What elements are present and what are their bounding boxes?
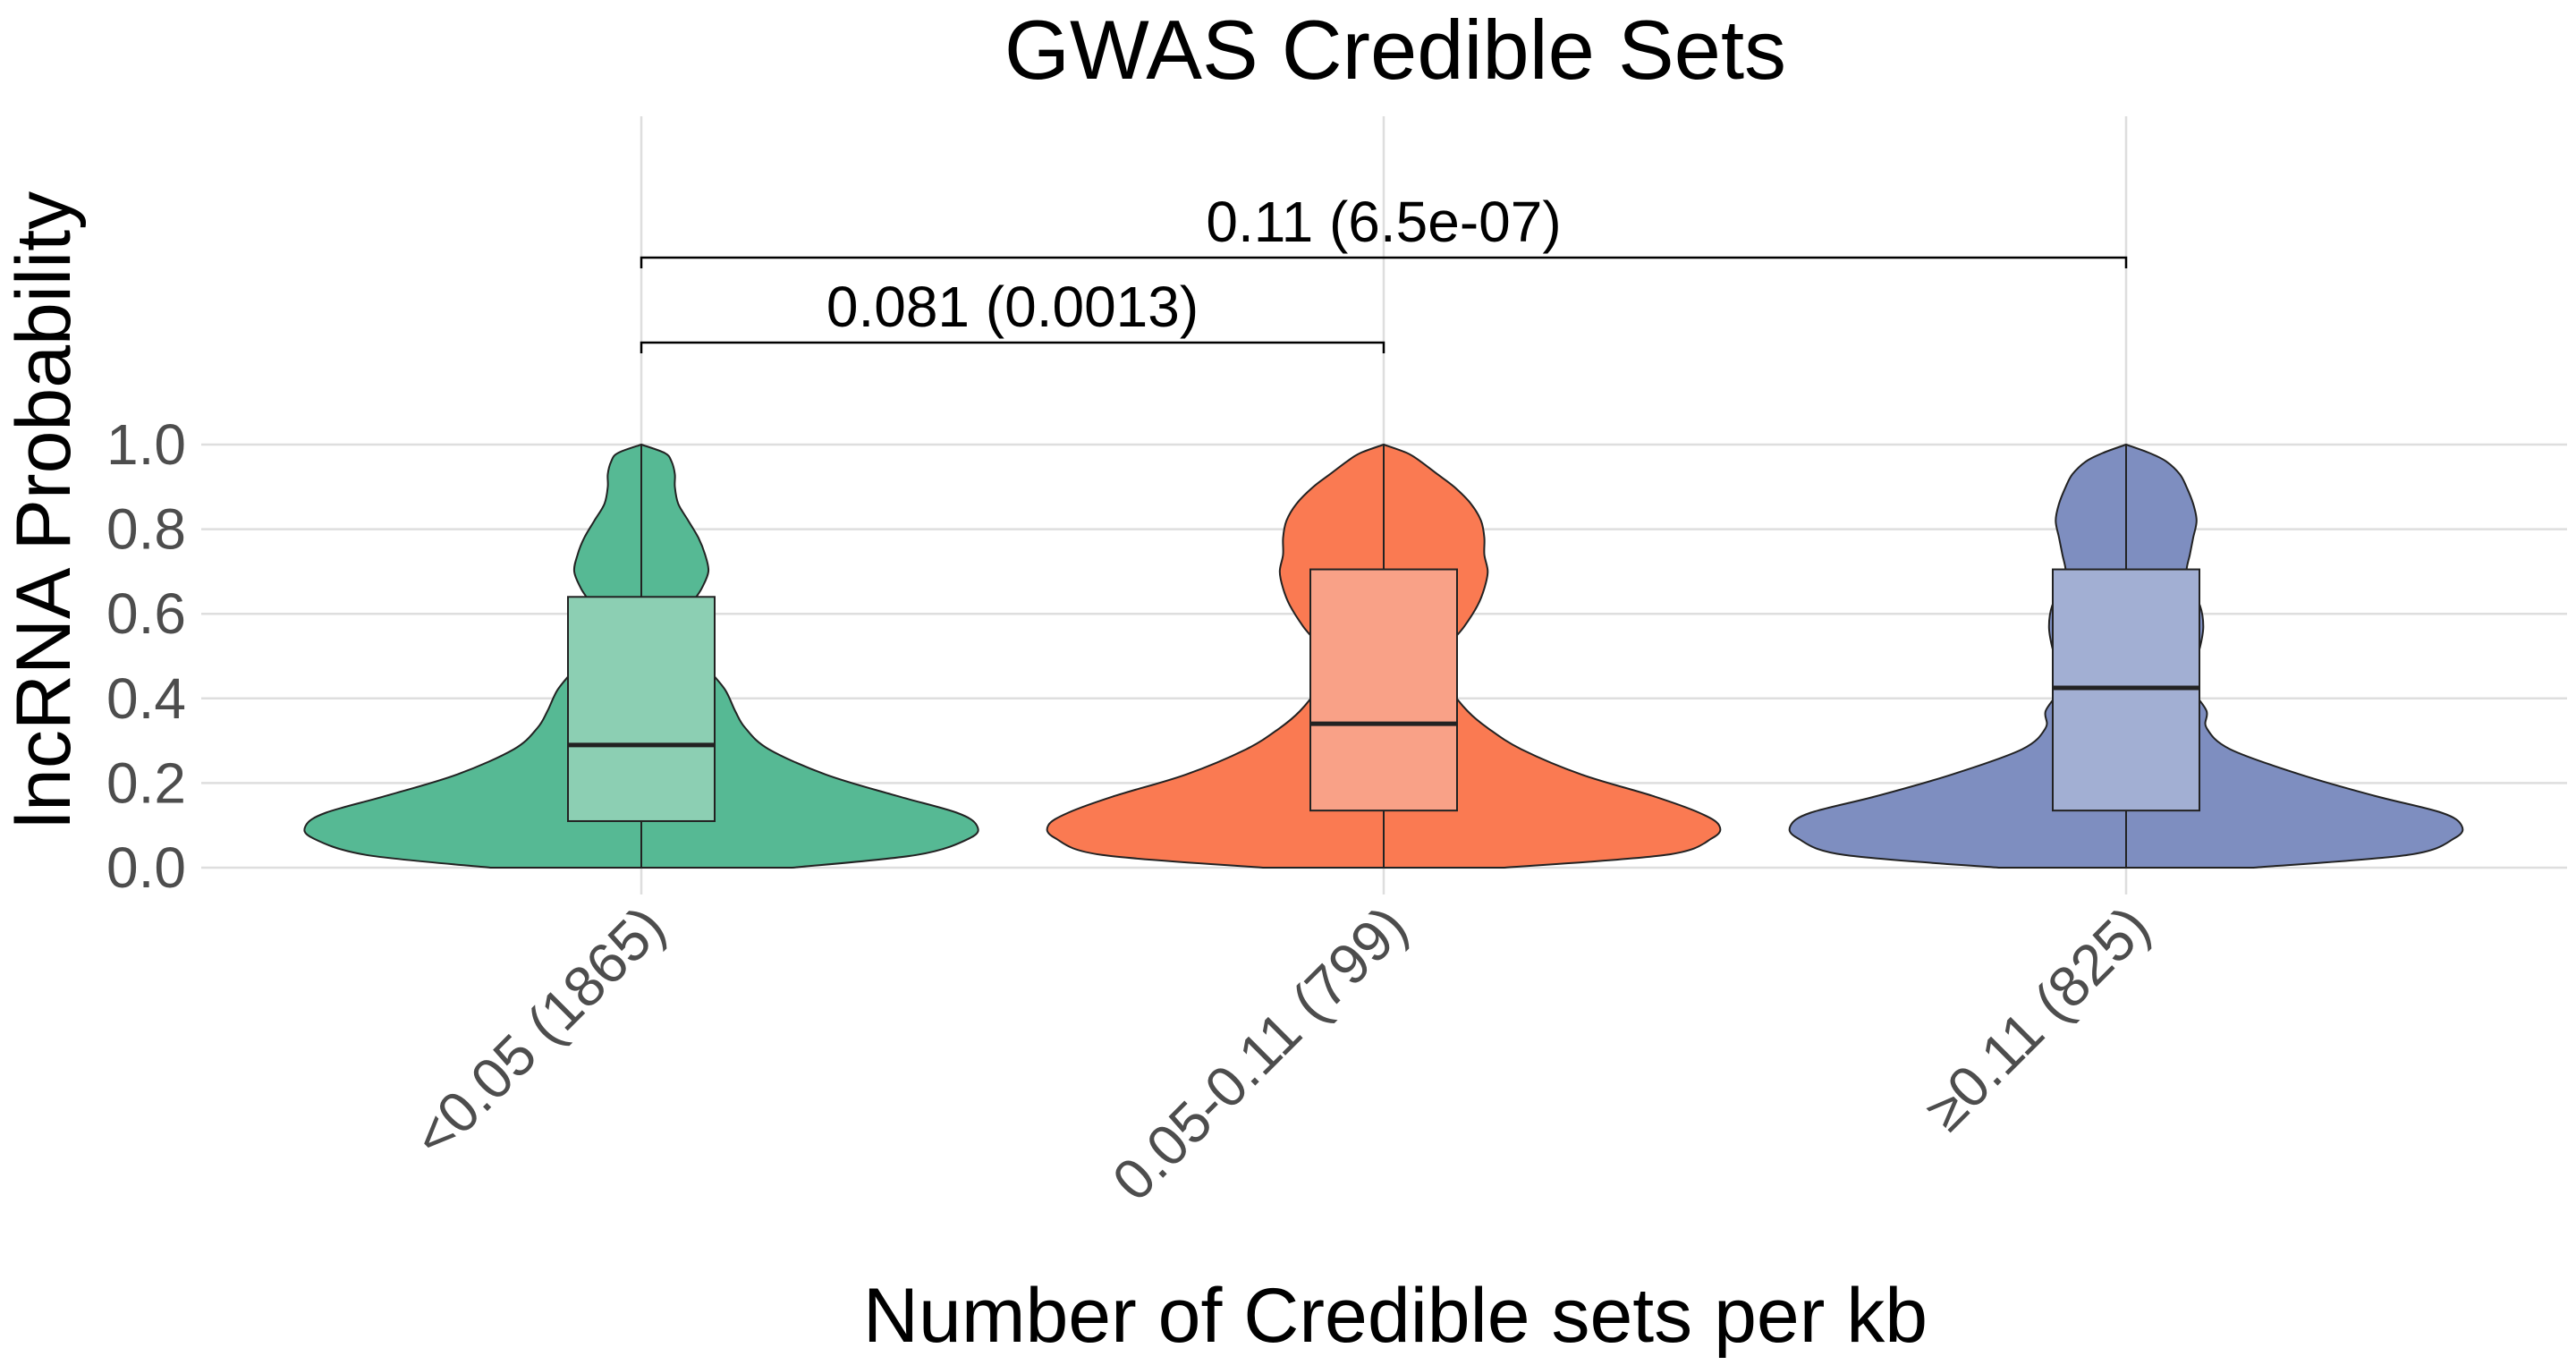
annotation-layer: 0.081 (0.0013)0.11 (6.5e-07) — [640, 190, 2128, 353]
comparison-bracket — [640, 256, 2128, 268]
comparison-label: 0.081 (0.0013) — [826, 275, 1199, 339]
y-tick-label: 0.8 — [106, 497, 186, 562]
x-axis-label: Number of Credible sets per kb — [863, 1273, 1928, 1359]
x-tick-label: <0.05 (1865) — [401, 894, 677, 1170]
comparison-label: 0.11 (6.5e-07) — [1206, 190, 1561, 254]
y-tick-label: 0.4 — [106, 666, 186, 731]
box-1 — [567, 596, 716, 822]
y-tick-label: 0.2 — [106, 750, 186, 815]
y-tick-label: 0.6 — [106, 581, 186, 646]
y-tick-label: 0.0 — [106, 835, 186, 900]
comparison-bracket — [640, 341, 1385, 353]
violin-layer — [303, 443, 2464, 869]
x-tick-label: ≥0.11 (825) — [1912, 894, 2162, 1143]
y-tick-label: 1.0 — [106, 412, 186, 477]
x-tick-label: 0.05-0.11 (799) — [1100, 894, 1419, 1213]
chart-title: GWAS Credible Sets — [1004, 3, 1786, 97]
y-axis-label: lncRNA Probability — [1, 191, 87, 828]
box-2 — [1309, 568, 1458, 812]
